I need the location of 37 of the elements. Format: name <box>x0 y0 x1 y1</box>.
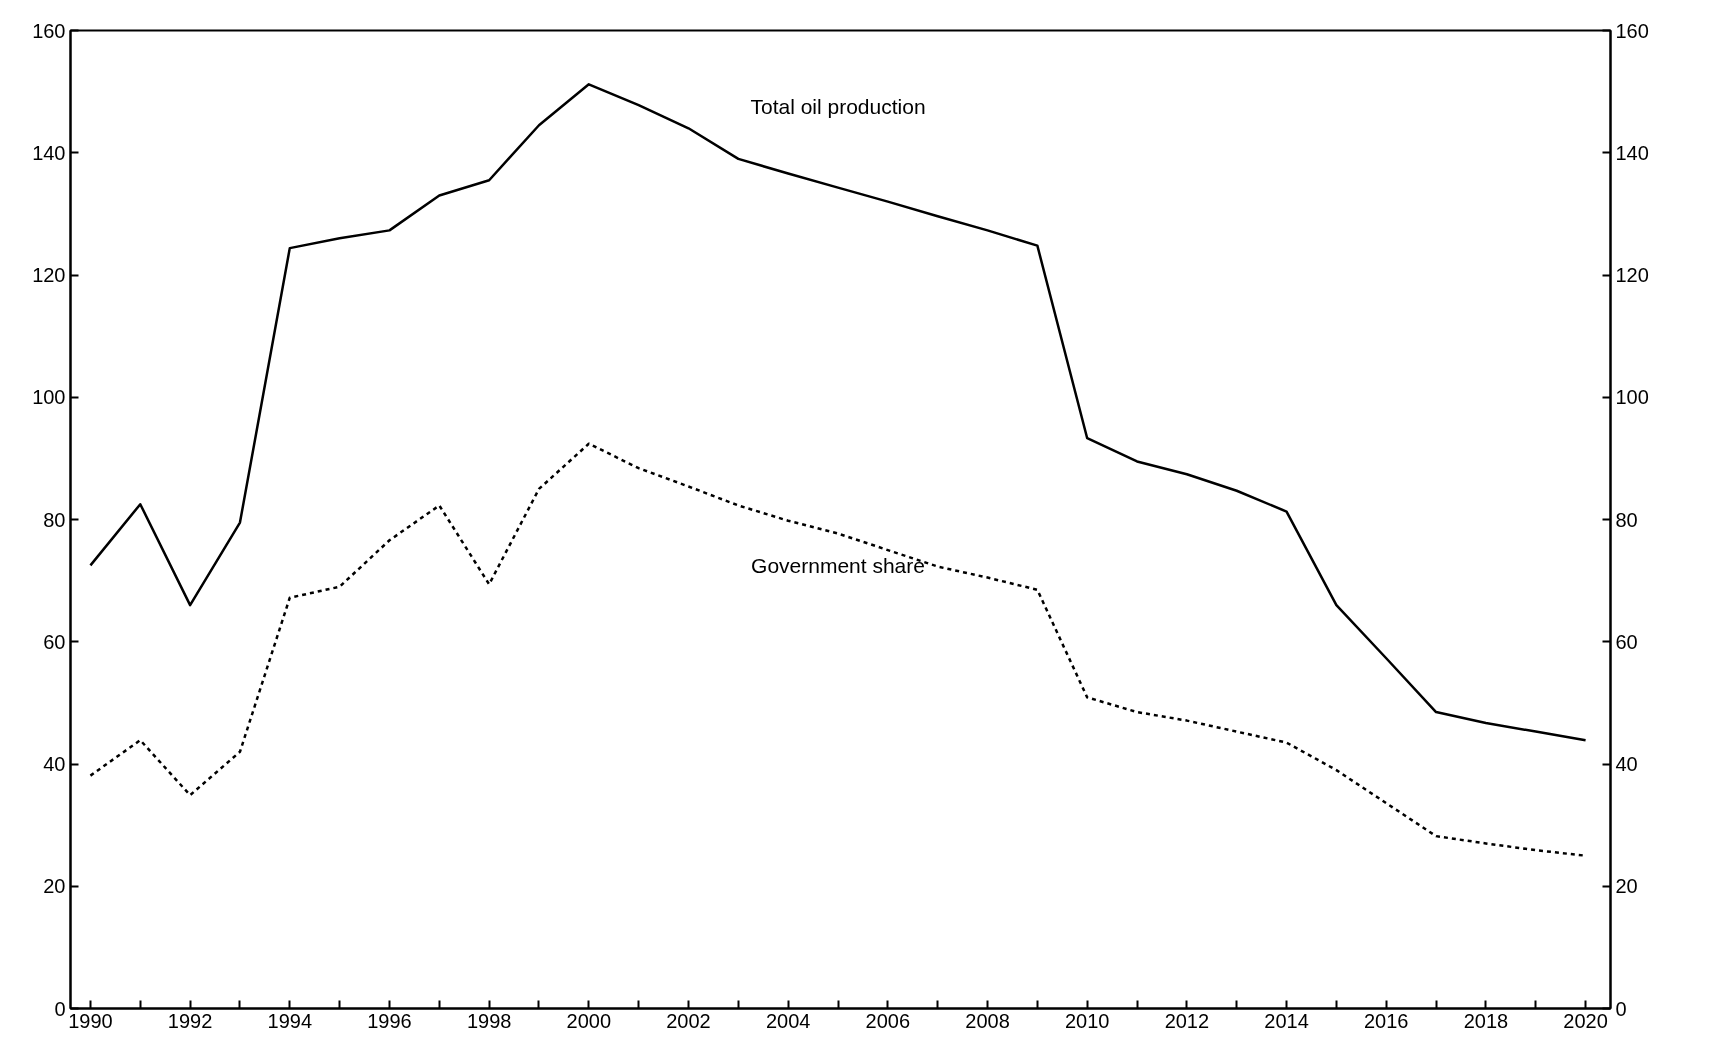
x-tick-label: 1994 <box>267 1009 313 1032</box>
y2-tick-label: 60 <box>1615 630 1638 653</box>
x-tick-label: 1996 <box>367 1009 412 1032</box>
x-tick-label: 2012 <box>1164 1009 1210 1032</box>
y2-tick-label: 140 <box>1615 141 1649 164</box>
x-tick-label: 2006 <box>865 1009 911 1032</box>
y2-tick-label: 0 <box>1615 997 1627 1020</box>
x-tick-label: 2004 <box>765 1009 811 1032</box>
x-tick-label: 1992 <box>167 1009 213 1032</box>
series-label: Total oil production <box>750 94 926 118</box>
x-tick-label: 2000 <box>566 1009 612 1032</box>
x-tick-label: 2002 <box>666 1009 711 1032</box>
x-tick-label: 2008 <box>965 1009 1010 1032</box>
y2-tick-label: 40 <box>1615 753 1638 775</box>
y-tick-label: 100 <box>32 386 66 409</box>
x-tick-label: 1998 <box>466 1009 512 1032</box>
y2-tick-label: 120 <box>1615 264 1649 286</box>
y-tick-label: 60 <box>43 630 66 653</box>
x-tick-label: 2010 <box>1064 1009 1110 1032</box>
series-label: Government share <box>751 553 925 577</box>
y-tick-label: 20 <box>43 875 66 898</box>
y-tick-label: 40 <box>43 753 66 775</box>
x-tick-label: 2018 <box>1463 1009 1509 1032</box>
y2-tick-label: 160 <box>1615 19 1649 42</box>
y2-tick-label: 20 <box>1615 875 1638 898</box>
y-tick-label: 160 <box>32 19 66 42</box>
y-tick-label: 120 <box>32 264 66 286</box>
y2-tick-label: 100 <box>1615 386 1649 409</box>
y2-tick-label: 80 <box>1615 508 1638 531</box>
y-tick-label: 80 <box>43 508 66 531</box>
line-series <box>89 83 1587 742</box>
x-tick-label: 2016 <box>1363 1009 1409 1032</box>
x-tick-label: 1990 <box>68 1009 113 1032</box>
x-tick-label: 2020 <box>1563 1009 1608 1032</box>
y-tick-label: 140 <box>32 141 66 164</box>
x-tick-label: 2014 <box>1264 1009 1309 1032</box>
y-tick-label: 0 <box>54 997 66 1020</box>
